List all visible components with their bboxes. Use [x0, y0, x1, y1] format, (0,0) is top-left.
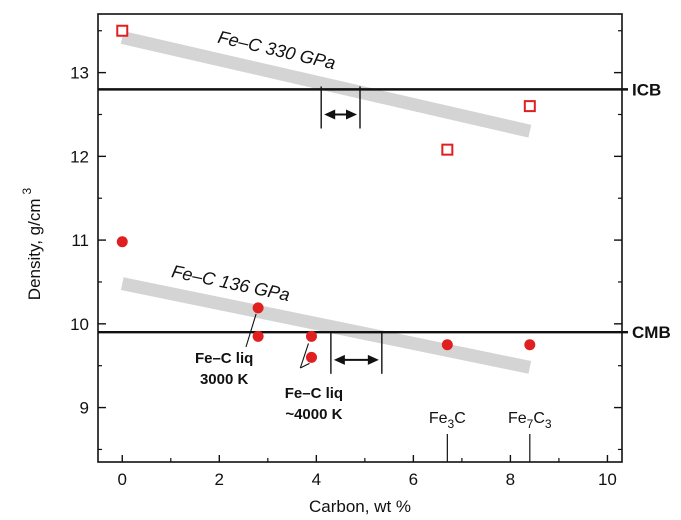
- data-point-square: [441, 143, 454, 156]
- y-tick-label: 9: [80, 399, 89, 418]
- reference-line-label-icb: ICB: [632, 80, 661, 99]
- annotation-4000k: Fe–C liq ~4000 K: [285, 385, 343, 423]
- range-1: [330, 331, 383, 374]
- points-layer: [116, 24, 536, 363]
- composition-sub1: 7: [527, 417, 534, 431]
- y-tick-label: 11: [71, 231, 89, 250]
- annotation-3000k-line: 3000 K: [200, 371, 249, 388]
- y-tick-label: 12: [70, 147, 89, 166]
- composition-sub2: 3: [545, 417, 552, 431]
- x-tick-label: 8: [506, 470, 515, 489]
- composition-sub1: 3: [448, 417, 455, 431]
- range-arrowhead-right: [367, 354, 379, 365]
- band-0: [120, 31, 532, 138]
- data-point-circle: [116, 236, 128, 248]
- data-point-circle: [305, 330, 317, 342]
- composition-mid: C: [533, 410, 545, 427]
- x-tick-label: 10: [598, 470, 617, 489]
- data-point-circle: [252, 302, 264, 314]
- composition-base: Fe: [429, 410, 448, 427]
- data-point-circle: [524, 339, 536, 351]
- data-point-square: [523, 100, 536, 113]
- range-arrowhead-right: [346, 109, 357, 120]
- x-tick-label: 0: [118, 470, 127, 489]
- range-arrowhead-left: [324, 109, 336, 120]
- composition-label-1: Fe7C3: [508, 410, 552, 431]
- annotation-4000k-line: Fe–C liq: [285, 385, 343, 402]
- x-axis-label: Carbon, wt %: [309, 497, 411, 516]
- plot-frame: [97, 13, 623, 463]
- ticks-layer: 0 2 4 6 8 10 9 10 11 12 13: [70, 30, 622, 489]
- band-1: [120, 277, 532, 374]
- y-axis-label: Density, g/cm 3: [20, 187, 44, 300]
- data-point-circle: [305, 351, 317, 363]
- reference-line-label-cmb: CMB: [632, 323, 671, 342]
- y-tick-label: 10: [70, 315, 89, 334]
- composition-mid: C: [454, 410, 466, 427]
- annotation-4000k-line: ~4000 K: [285, 406, 342, 423]
- range-0: [320, 86, 361, 129]
- annotation-3000k-line: Fe–C liq: [195, 350, 253, 367]
- data-point-circle: [252, 330, 264, 342]
- leader-4000k-a: [299, 343, 310, 369]
- annotation-3000k: Fe–C liq 3000 K: [195, 350, 253, 388]
- composition-label-0: Fe3C: [429, 410, 466, 431]
- y-axis-label-superscript: 3: [20, 187, 34, 194]
- reference-lines-layer: ICB CMB: [98, 80, 671, 342]
- y-tick-label: 13: [70, 64, 89, 83]
- annotations-layer: Fe–C liq 3000 K Fe–C liq ~4000 K: [195, 313, 343, 423]
- composition-base: Fe: [508, 410, 527, 427]
- x-tick-label: 2: [215, 470, 224, 489]
- leader-3000k: [245, 313, 257, 348]
- leader-4000k-b: [300, 362, 310, 369]
- data-point-circle: [441, 339, 453, 351]
- x-tick-label: 6: [409, 470, 418, 489]
- data-point-square: [116, 24, 129, 37]
- x-tick-label: 4: [312, 470, 321, 489]
- ranges-layer: [320, 86, 383, 374]
- range-arrowhead-left: [333, 354, 345, 365]
- compositions-layer: Fe3C Fe7C3: [429, 410, 552, 462]
- y-axis-label-text: Density, g/cm: [25, 198, 44, 300]
